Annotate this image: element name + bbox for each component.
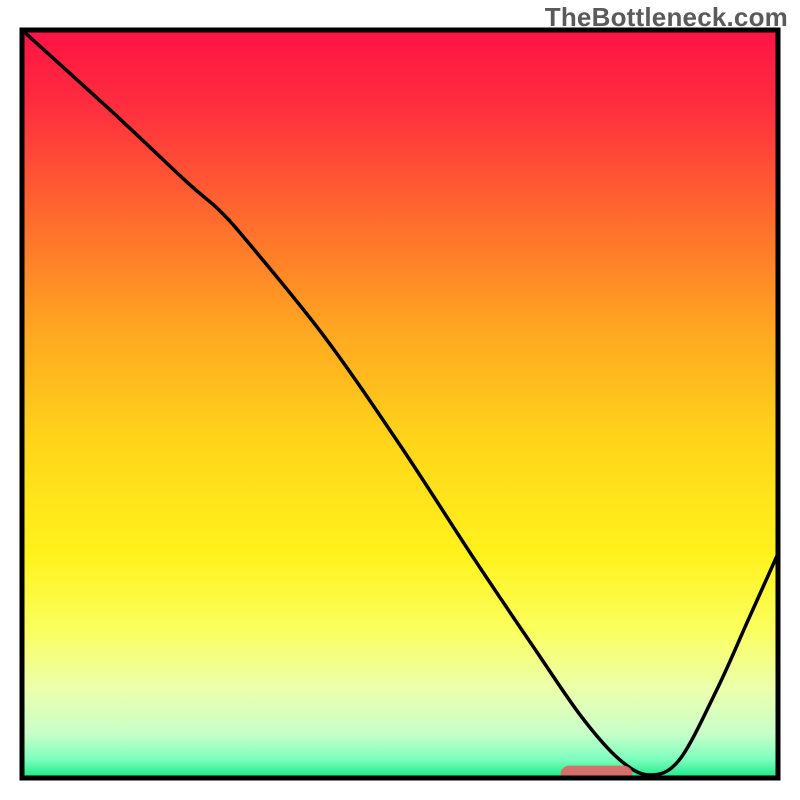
bottleneck-chart [0,0,800,800]
watermark-text: TheBottleneck.com [545,2,788,33]
chart-background [22,30,778,778]
chart-root: { "watermark": "TheBottleneck.com", "cha… [0,0,800,800]
